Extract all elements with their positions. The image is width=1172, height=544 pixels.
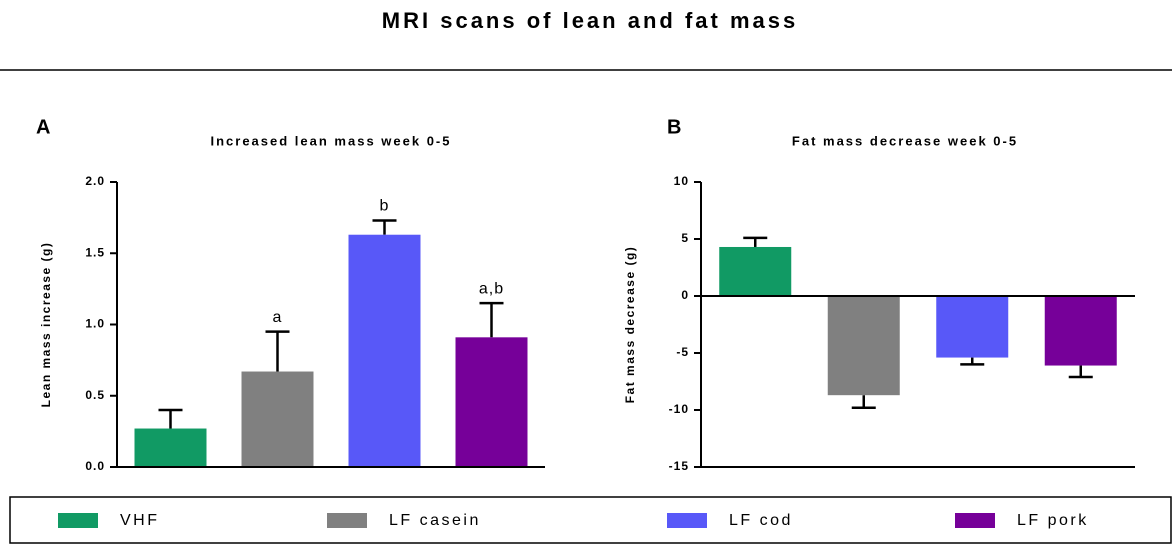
bar xyxy=(455,337,528,467)
y-tick-label: -10 xyxy=(669,402,689,416)
y-tick-label: 0.5 xyxy=(85,388,105,402)
legend-label: LF pork xyxy=(1017,512,1089,529)
legend-label: LF cod xyxy=(729,512,793,529)
bar xyxy=(134,428,207,467)
y-tick-label: 2.0 xyxy=(85,174,105,188)
y-tick-label: -15 xyxy=(669,459,689,473)
panel-title: Fat mass decrease week 0-5 xyxy=(792,133,1018,148)
y-tick-label: 1.0 xyxy=(85,317,105,331)
annotation: b xyxy=(380,198,390,215)
bar xyxy=(241,371,314,467)
y-tick-label: 5 xyxy=(681,231,689,245)
legend-label: LF casein xyxy=(389,512,481,529)
legend-label: VHF xyxy=(120,512,160,529)
legend-swatch xyxy=(667,513,707,528)
annotation: a,b xyxy=(479,280,504,297)
legend-swatch xyxy=(327,513,367,528)
bar xyxy=(827,296,900,396)
y-tick-label: 1.5 xyxy=(85,245,105,259)
y-tick-label: 10 xyxy=(674,174,689,188)
bar xyxy=(719,246,792,296)
legend-swatch xyxy=(58,513,98,528)
bar xyxy=(348,234,421,467)
y-tick-label: -5 xyxy=(676,345,689,359)
bar xyxy=(936,296,1009,358)
y-tick-label: 0.0 xyxy=(85,459,105,473)
panel-letter: B xyxy=(667,116,681,138)
figure-title: MRI scans of lean and fat mass xyxy=(382,8,798,33)
panel-letter: A xyxy=(36,116,50,138)
annotation: a xyxy=(273,309,283,326)
y-axis-label: Fat mass decrease (g) xyxy=(623,246,637,404)
legend-box xyxy=(9,496,1172,544)
legend-swatch xyxy=(955,513,995,528)
bar xyxy=(1044,296,1117,366)
panel-title: Increased lean mass week 0-5 xyxy=(210,133,451,148)
y-axis-label: Lean mass increase (g) xyxy=(39,242,53,408)
y-tick-label: 0 xyxy=(681,288,689,302)
